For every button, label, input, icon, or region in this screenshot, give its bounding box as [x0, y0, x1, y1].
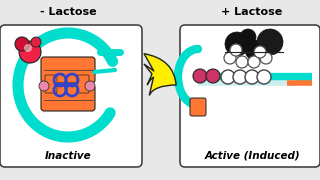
- Circle shape: [221, 70, 235, 84]
- Circle shape: [233, 70, 247, 84]
- Circle shape: [260, 52, 272, 64]
- Circle shape: [225, 32, 249, 56]
- Circle shape: [39, 81, 49, 91]
- Text: Active (Induced): Active (Induced): [204, 151, 300, 161]
- Circle shape: [224, 52, 236, 64]
- FancyBboxPatch shape: [190, 98, 206, 116]
- Circle shape: [245, 40, 265, 60]
- FancyBboxPatch shape: [41, 57, 95, 83]
- Text: - Lactose: - Lactose: [40, 7, 96, 17]
- FancyBboxPatch shape: [41, 85, 95, 111]
- FancyBboxPatch shape: [77, 75, 89, 93]
- Circle shape: [15, 37, 29, 51]
- Text: Inactive: Inactive: [45, 151, 91, 161]
- Circle shape: [206, 69, 220, 83]
- Circle shape: [19, 41, 41, 63]
- Circle shape: [236, 56, 248, 68]
- Circle shape: [24, 44, 32, 52]
- Circle shape: [245, 70, 259, 84]
- FancyBboxPatch shape: [180, 25, 320, 167]
- Circle shape: [240, 29, 256, 45]
- Text: + Lactose: + Lactose: [221, 7, 283, 17]
- Circle shape: [254, 46, 266, 58]
- Circle shape: [257, 70, 271, 84]
- Circle shape: [230, 44, 242, 56]
- FancyBboxPatch shape: [45, 75, 57, 93]
- Circle shape: [257, 29, 283, 55]
- Circle shape: [193, 69, 207, 83]
- Circle shape: [248, 56, 260, 68]
- FancyBboxPatch shape: [0, 25, 142, 167]
- Circle shape: [31, 37, 41, 47]
- Circle shape: [85, 81, 95, 91]
